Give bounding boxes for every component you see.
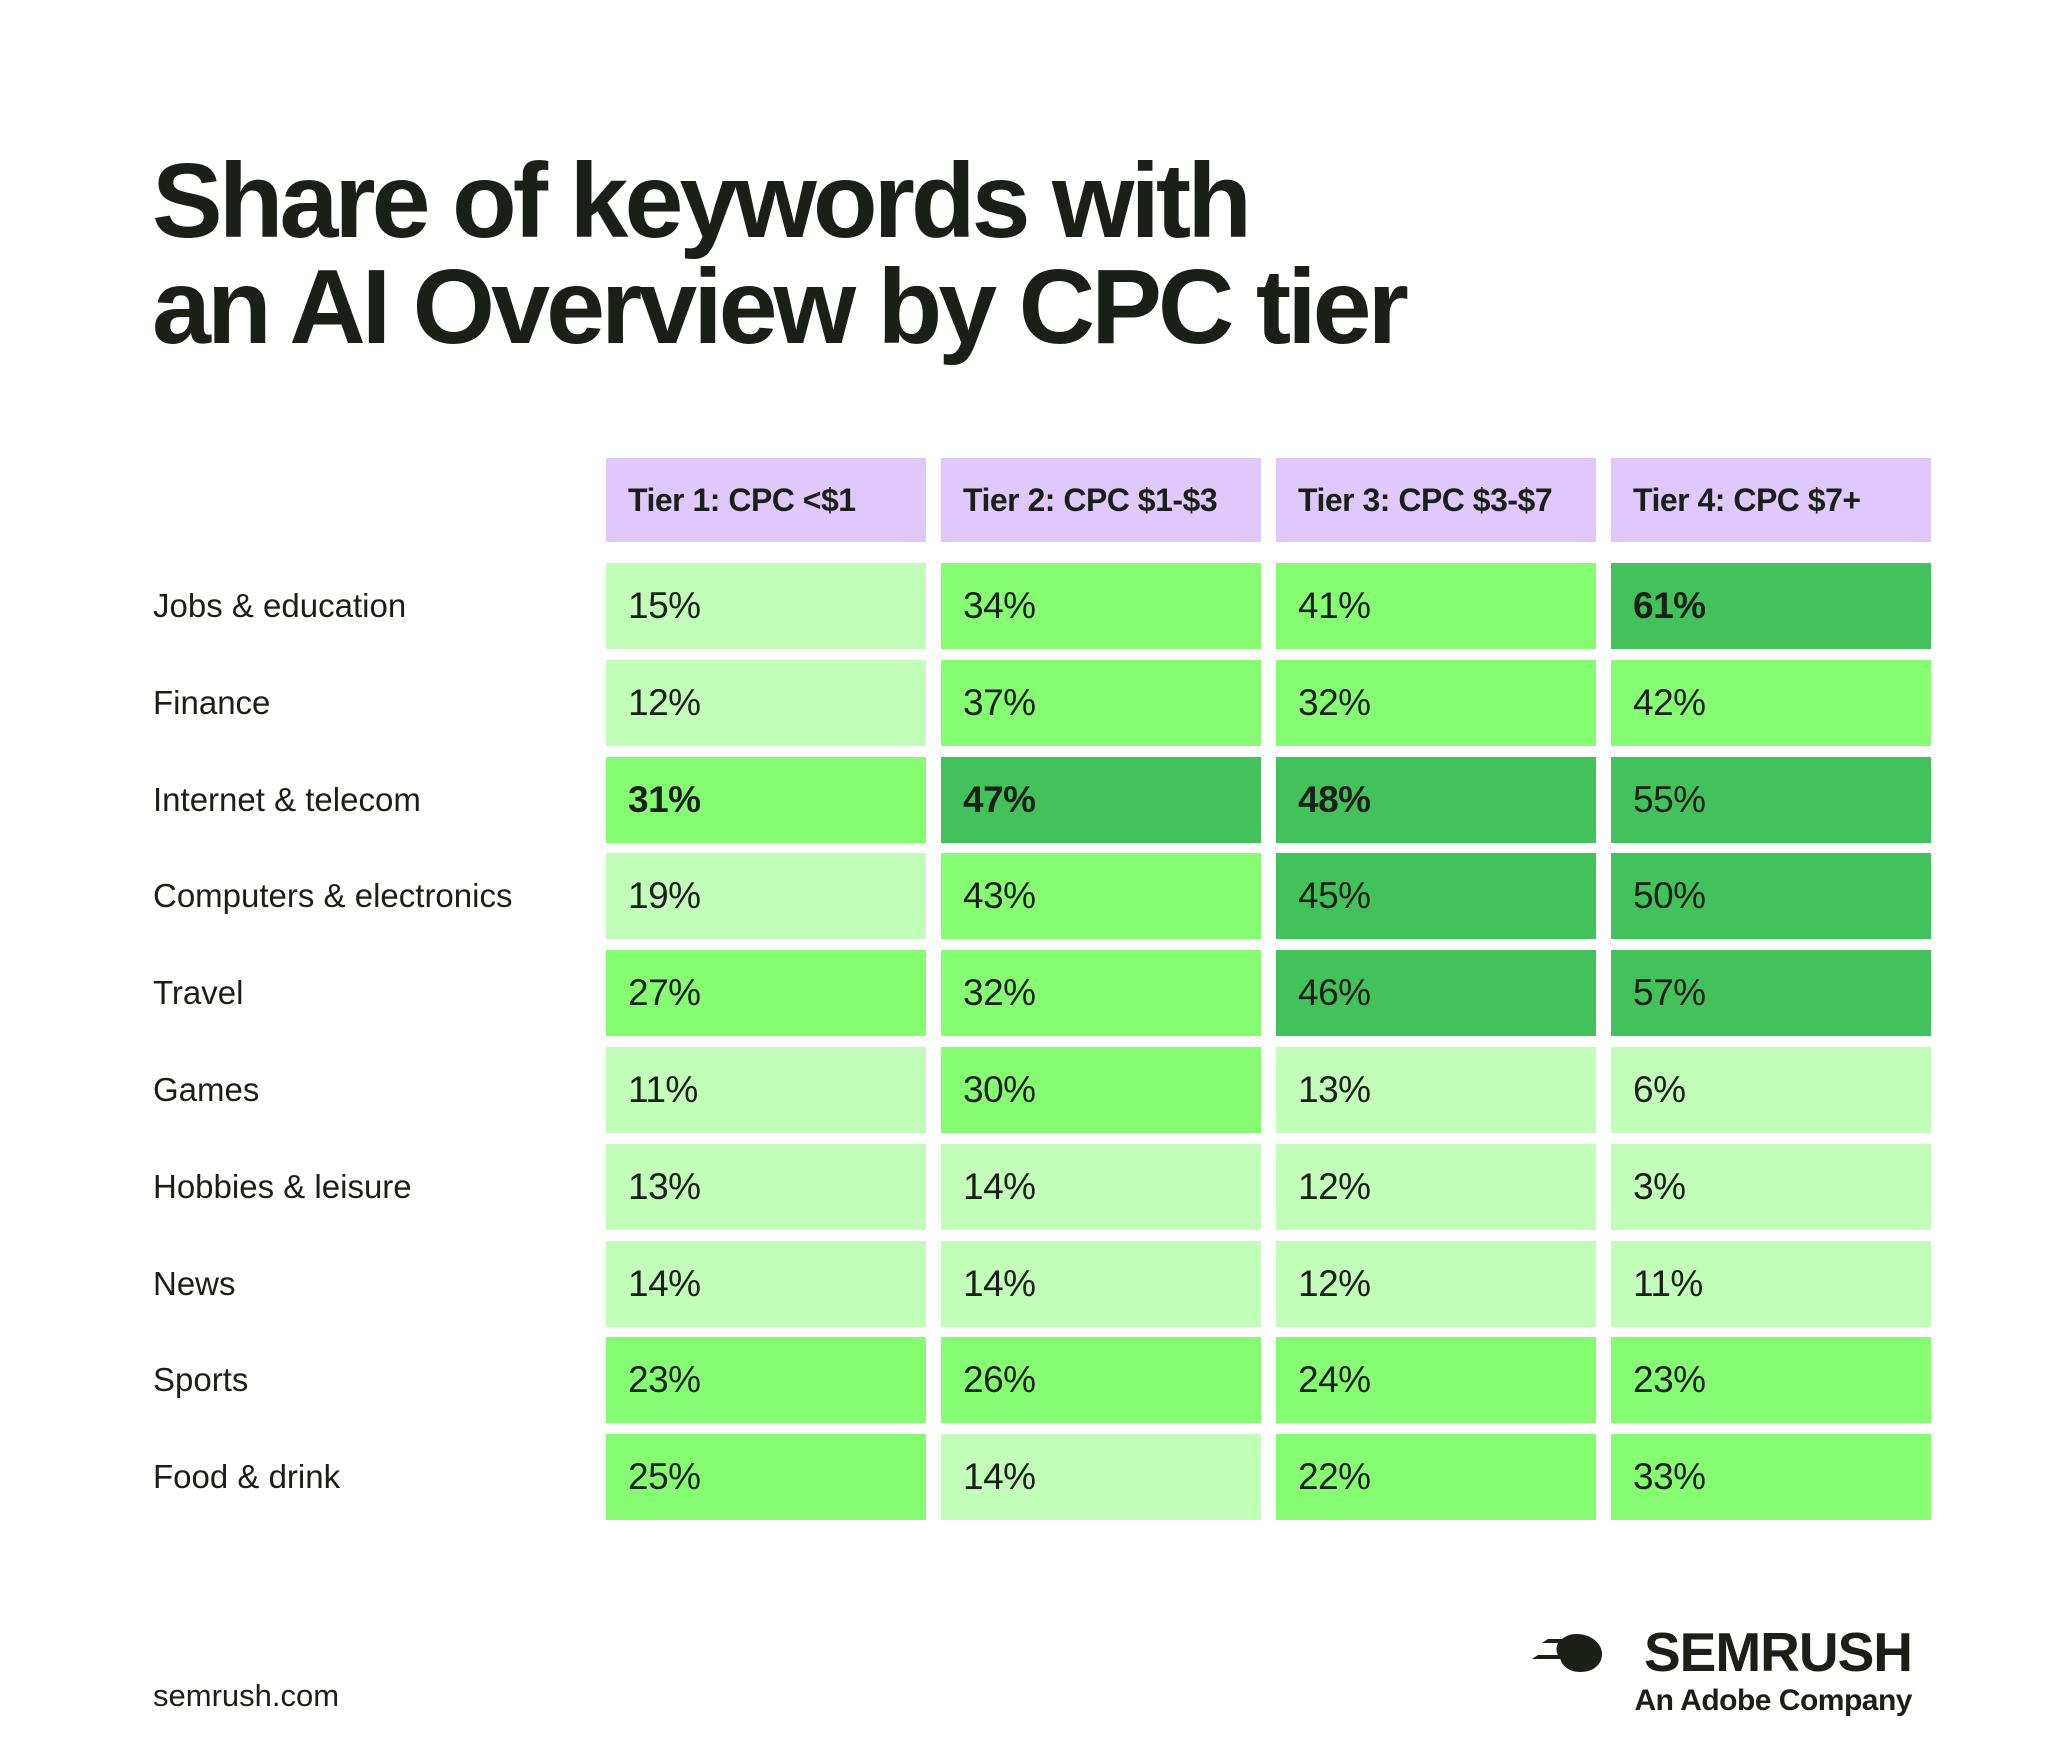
chart-title-line-1: Share of keywords with [152, 142, 1252, 260]
heatmap-cell: 48% [1276, 757, 1596, 843]
heatmap-cell: 23% [1611, 1337, 1931, 1423]
heatmap-cell: 13% [1276, 1047, 1596, 1133]
semrush-logo: SEMRUSH An Adobe Company [1532, 1621, 1913, 1722]
heatmap-cell: 50% [1611, 853, 1931, 939]
heatmap-cell: 13% [606, 1144, 926, 1230]
heatmap-cell: 3% [1611, 1144, 1931, 1230]
column-header-tier-1: Tier 1: CPC <$1 [606, 458, 926, 542]
semrush-fireball-icon [1532, 1634, 1602, 1672]
heatmap-cell: 57% [1611, 950, 1931, 1036]
heatmap-cell: 15% [606, 563, 926, 649]
semrush-wordmark: SEMRUSH [1643, 1621, 1913, 1683]
heatmap-cell: 14% [941, 1144, 1261, 1230]
row-label: Sports [153, 1361, 249, 1398]
heatmap-cell: 22% [1276, 1434, 1596, 1520]
heatmap-cell: 12% [606, 660, 926, 746]
heatmap-cell: 19% [606, 853, 926, 939]
row-label: Internet & telecom [153, 781, 421, 818]
column-header-tier-3: Tier 3: CPC $3-$7 [1276, 458, 1596, 542]
heatmap-cell: 12% [1276, 1144, 1596, 1230]
heatmap-cell: 45% [1276, 853, 1596, 939]
footer-url: semrush.com [153, 1678, 340, 1713]
heatmap-cell: 47% [941, 757, 1261, 843]
heatmap-cell: 41% [1276, 563, 1596, 649]
row-label: Computers & electronics [153, 877, 513, 914]
heatmap-cell: 43% [941, 853, 1261, 939]
heatmap-cell: 14% [606, 1241, 926, 1327]
heatmap-cell: 32% [941, 950, 1261, 1036]
heatmap-cell: 42% [1611, 660, 1931, 746]
column-header-tier-2: Tier 2: CPC $1-$3 [941, 458, 1261, 542]
heatmap-cell: 23% [606, 1337, 926, 1423]
heatmap-cell: 14% [941, 1434, 1261, 1520]
heatmap-cell: 25% [606, 1434, 926, 1520]
row-label: Travel [153, 974, 244, 1011]
heatmap-cell: 46% [1276, 950, 1596, 1036]
semrush-tagline: An Adobe Company [1634, 1684, 1912, 1717]
heatmap-cell: 33% [1611, 1434, 1931, 1520]
heatmap-cell: 61% [1611, 563, 1931, 649]
heatmap-cell: 24% [1276, 1337, 1596, 1423]
heatmap-cell: 12% [1276, 1241, 1596, 1327]
heatmap-cell: 34% [941, 563, 1261, 649]
row-label: Food & drink [153, 1458, 341, 1495]
heatmap-cell: 55% [1611, 757, 1931, 843]
heatmap-cell: 31% [606, 757, 926, 843]
heatmap-cell: 6% [1611, 1047, 1931, 1133]
heatmap-cell: 37% [941, 660, 1261, 746]
heatmap-cell: 27% [606, 950, 926, 1036]
chart-title-line-2: an AI Overview by CPC tier [152, 248, 1409, 366]
heatmap-cell: 30% [941, 1047, 1261, 1133]
row-label: Jobs & education [153, 587, 407, 624]
heatmap-cell: 14% [941, 1241, 1261, 1327]
row-label: Games [153, 1071, 260, 1108]
row-label: Hobbies & leisure [153, 1168, 412, 1205]
row-label: News [153, 1265, 236, 1302]
chart-title: Share of keywords with an AI Overview by… [152, 142, 1409, 366]
column-header-tier-4: Tier 4: CPC $7+ [1611, 458, 1931, 542]
row-label: Finance [153, 684, 271, 721]
heatmap-cell: 32% [1276, 660, 1596, 746]
heatmap-cell: 26% [941, 1337, 1261, 1423]
heatmap-cell: 11% [1611, 1241, 1931, 1327]
heatmap-cell: 11% [606, 1047, 926, 1133]
